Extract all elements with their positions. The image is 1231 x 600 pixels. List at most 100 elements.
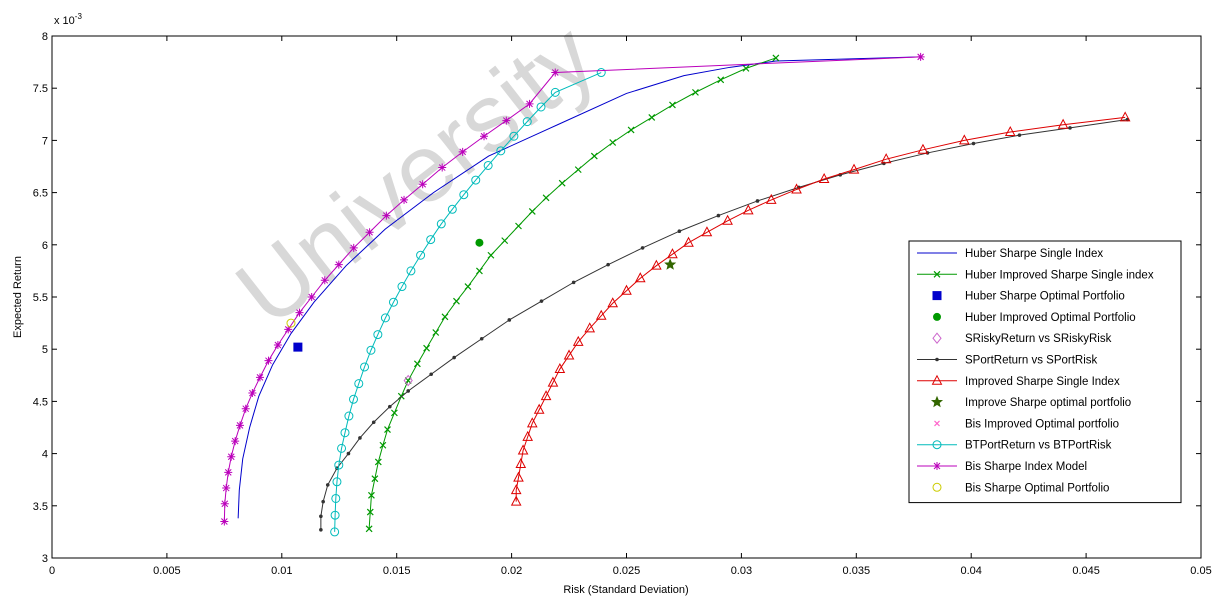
data-point	[1057, 118, 1069, 129]
legend-marker	[933, 462, 941, 470]
data-point	[487, 251, 495, 259]
legend-entry: Huber Improved Sharpe Single index	[917, 269, 1154, 281]
y-tick-label: 8	[42, 31, 48, 43]
legend-label: Bis Sharpe Optimal Portfolio	[965, 482, 1109, 494]
data-point	[513, 471, 524, 482]
legend-label: Bis Improved Optimal portfolio	[965, 418, 1119, 430]
data-point	[510, 484, 522, 495]
data-point	[388, 297, 398, 307]
data-point	[222, 484, 231, 493]
series-1	[365, 54, 780, 533]
data-point	[340, 428, 350, 438]
legend-marker	[934, 420, 940, 427]
legend-entry: Improved Sharpe Single Index	[917, 374, 1120, 388]
legend-box	[908, 240, 1182, 504]
data-point	[722, 214, 733, 225]
data-point	[716, 213, 721, 218]
data-point	[458, 147, 467, 156]
data-point	[325, 483, 330, 487]
data-point	[621, 284, 632, 295]
data-point	[220, 499, 229, 508]
x-axis-label: Risk (Standard Deviation)	[563, 584, 688, 596]
legend-entry: Huber Sharpe Optimal Portfolio	[932, 291, 1125, 303]
data-point	[344, 411, 354, 421]
x-tick-label: 0.015	[383, 565, 411, 577]
legend-entry: Huber Improved Optimal Portfolio	[933, 312, 1136, 324]
legend-label: Improve Sharpe optimal portfolio	[965, 397, 1131, 409]
legend-label: SPortReturn vs SPortRisk	[965, 355, 1098, 367]
data-point	[571, 280, 576, 285]
data-point	[522, 430, 534, 441]
data-point	[572, 335, 584, 346]
data-point	[358, 436, 362, 440]
data-point	[651, 259, 662, 270]
axes-ticks: 0 0.005 0.01 0.015 0.02 0.025 0.03 0.035 0.04 0.0…	[33, 31, 1212, 577]
y-axis-label: Expected Return	[12, 256, 24, 338]
data-point	[384, 426, 391, 434]
data-point	[436, 219, 446, 229]
legend-label: Huber Improved Sharpe Single index	[965, 269, 1154, 281]
data-point	[231, 437, 240, 446]
data-point	[400, 195, 409, 204]
data-point	[507, 318, 512, 322]
data-point	[406, 389, 410, 393]
legend-marker	[935, 357, 939, 362]
data-point	[510, 495, 522, 506]
data-point	[547, 376, 559, 387]
x-tick-label: 0.03	[731, 565, 752, 577]
data-point	[380, 313, 390, 323]
legend-marker	[932, 291, 942, 301]
data-point	[476, 267, 483, 275]
data-point	[683, 236, 694, 247]
legend-marker	[932, 482, 942, 492]
data-point	[479, 336, 484, 341]
legend-entry: Bis Sharpe Optimal Portfolio	[932, 482, 1109, 494]
data-point	[452, 355, 456, 360]
data-point	[366, 508, 374, 516]
series-11	[286, 318, 296, 328]
data-point	[371, 420, 376, 425]
data-point	[496, 146, 506, 156]
legend-marker	[932, 440, 942, 450]
series-4	[403, 374, 413, 387]
data-point	[331, 493, 341, 503]
data-point	[563, 349, 575, 360]
data-point	[319, 514, 323, 519]
data-point	[337, 443, 347, 453]
data-point	[416, 250, 426, 260]
legend-marker	[932, 332, 942, 345]
y-exponent-label: x 10-3	[54, 12, 82, 27]
data-point	[717, 76, 725, 84]
data-point	[517, 444, 529, 455]
data-point	[348, 394, 358, 404]
series-line	[334, 72, 602, 532]
data-point	[669, 101, 676, 109]
data-point	[366, 345, 376, 355]
data-point	[502, 116, 511, 125]
data-point	[406, 266, 416, 276]
data-point	[307, 293, 316, 301]
legend-entry: Huber Sharpe Single Index	[917, 248, 1103, 260]
data-point	[528, 207, 536, 215]
x-tick-label: 0.035	[843, 565, 871, 577]
x-tick-label: 0	[49, 565, 55, 577]
legend-entry: BTPortReturn vs BTPortRisk	[917, 440, 1112, 452]
data-point	[958, 134, 970, 145]
x-tick-label: 0.05	[1190, 565, 1211, 577]
data-point	[423, 344, 430, 352]
series-3	[475, 238, 484, 247]
series-6	[510, 111, 1131, 506]
legend-entry: Bis Sharpe Index Model	[917, 461, 1087, 473]
data-point	[441, 313, 449, 321]
legend-entry: SRiskyReturn vs SRiskyRisk	[932, 332, 1112, 345]
x-tick-label: 0.02	[501, 565, 522, 577]
data-point	[432, 329, 440, 336]
data-point	[273, 341, 282, 350]
data-point	[917, 143, 929, 154]
series-line	[515, 116, 1126, 502]
data-point	[640, 246, 645, 250]
data-point	[551, 68, 560, 77]
data-point	[241, 404, 250, 413]
data-point	[525, 99, 534, 108]
y-tick-label: 7.5	[33, 83, 48, 95]
